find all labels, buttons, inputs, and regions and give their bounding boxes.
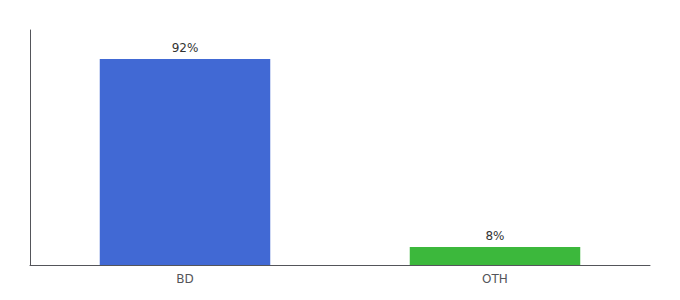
svg-text:8%: 8% — [485, 229, 504, 243]
svg-text:92%: 92% — [172, 41, 199, 55]
svg-text:BD: BD — [176, 272, 193, 286]
svg-text:OTH: OTH — [482, 272, 508, 286]
